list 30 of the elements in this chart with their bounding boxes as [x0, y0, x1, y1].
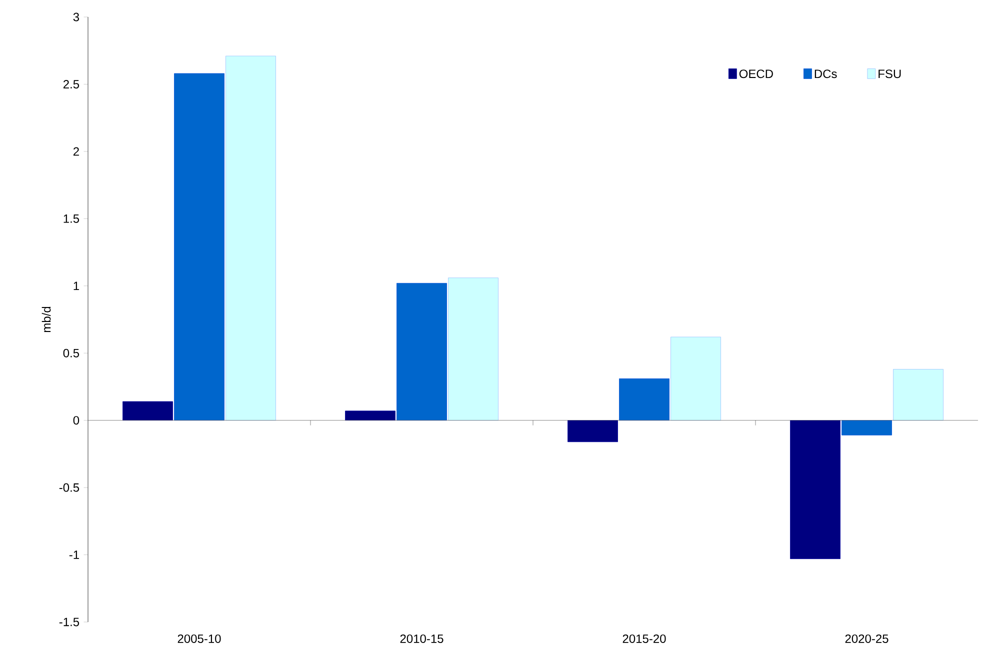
y-tick-label: 3	[73, 12, 80, 22]
bar	[226, 56, 276, 421]
bar	[122, 401, 173, 421]
bar	[893, 369, 944, 421]
bar	[790, 420, 840, 560]
x-tick-label: 2015-20	[622, 634, 666, 643]
legend-label: FSU	[878, 70, 901, 78]
bar	[842, 420, 892, 436]
y-tick-label: 1.5	[64, 214, 80, 223]
y-tick-label: 0	[73, 416, 80, 425]
y-tick-label: -1	[69, 550, 79, 559]
bar	[619, 378, 670, 421]
legend-label: OECD	[739, 70, 773, 78]
bar	[670, 336, 721, 421]
y-tick-label: 1	[74, 282, 79, 290]
bar	[345, 410, 396, 421]
x-tick-label: 2010-15	[400, 634, 444, 643]
y-tick-label: 2	[73, 147, 79, 156]
y-tick-label: 0.5	[63, 348, 80, 358]
y-tick-label: -0.5	[59, 483, 80, 492]
y-tick-label: 2.5	[63, 80, 80, 88]
bar	[174, 73, 224, 421]
x-tick-label: 2020-25	[845, 634, 888, 643]
bar	[448, 278, 498, 421]
x-tick-label: 2005-10	[178, 634, 221, 643]
y-axis-title: mb/d	[42, 306, 51, 332]
bar	[568, 420, 618, 442]
legend-label: DCs	[814, 70, 837, 78]
bar	[396, 283, 447, 421]
y-tick-label: -1.5	[59, 618, 80, 626]
